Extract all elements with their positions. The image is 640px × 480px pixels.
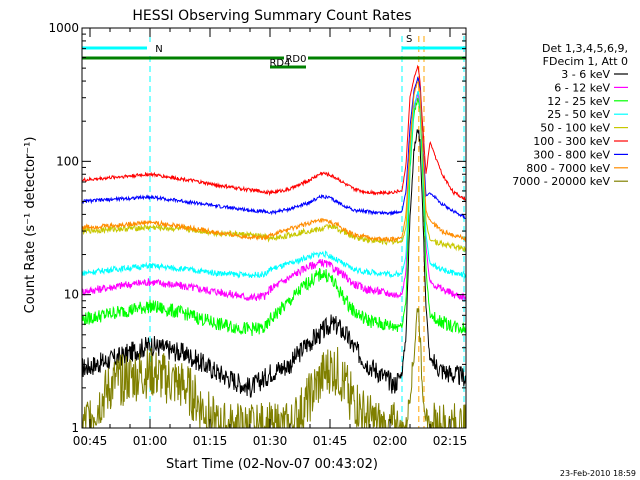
y-tick-label-3: 1000: [48, 21, 79, 35]
flag-label-rd4: RD4: [269, 58, 290, 69]
x-tick-label-5: 02:00: [373, 434, 408, 448]
flag-label-rd0: RD0: [285, 54, 306, 65]
series-line-3-6-kev: [82, 129, 466, 398]
series-line-12-25-kev: [82, 97, 466, 337]
legend-label-3: 25 - 50 keV: [547, 108, 610, 121]
series-line-7000-20000-kev: [82, 308, 466, 428]
x-tick-label-2: 01:15: [193, 434, 228, 448]
plot-frame: [81, 27, 467, 429]
legend-label-7: 800 - 7000 keV: [526, 162, 610, 175]
series-line-800-7000-kev: [82, 81, 466, 243]
legend-label-1: 6 - 12 keV: [554, 81, 610, 94]
legend-label-6: 300 - 800 keV: [533, 148, 610, 161]
legend-label-8: 7000 - 20000 keV: [512, 175, 610, 188]
flag-label-s: S: [406, 34, 412, 45]
series-line-6-12-kev: [82, 91, 466, 302]
y-tick-label-2: 100: [56, 154, 79, 168]
flag-label-bg-n: [147, 42, 171, 54]
flag-label-bg-rd0: [284, 52, 308, 64]
legend-label-4: 50 - 100 keV: [540, 122, 610, 135]
x-axis-label: Start Time (02-Nov-07 00:43:02): [166, 457, 378, 472]
series-line-25-50-kev: [82, 90, 466, 279]
series-line-100-300-kev: [82, 64, 466, 201]
x-tick-label-6: 02:15: [433, 434, 468, 448]
series-line-50-100-kev: [82, 79, 466, 253]
chart-title: HESSI Observing Summary Count Rates: [132, 8, 411, 24]
legend-header-1: FDecim 1, Att 0: [543, 55, 628, 68]
y-axis-label: Count Rate (s⁻¹ detector⁻¹): [23, 137, 38, 314]
y-tick-label-1: 10: [64, 288, 79, 302]
legend-header-0: Det 1,3,4,5,6,9,: [542, 42, 628, 55]
legend-label-5: 100 - 300 keV: [533, 135, 610, 148]
legend-label-2: 12 - 25 keV: [547, 95, 610, 108]
y-tick-label-0: 1: [71, 421, 79, 435]
flag-label-n: N: [155, 44, 162, 55]
x-tick-label-3: 01:30: [253, 434, 288, 448]
footer-timestamp: 23-Feb-2010 18:59: [560, 469, 636, 478]
series-line-300-800-kev: [82, 76, 466, 220]
x-tick-label-0: 00:45: [73, 434, 108, 448]
x-tick-label-1: 01:00: [133, 434, 168, 448]
x-tick-label-4: 01:45: [313, 434, 348, 448]
legend-label-0: 3 - 6 keV: [561, 68, 610, 81]
